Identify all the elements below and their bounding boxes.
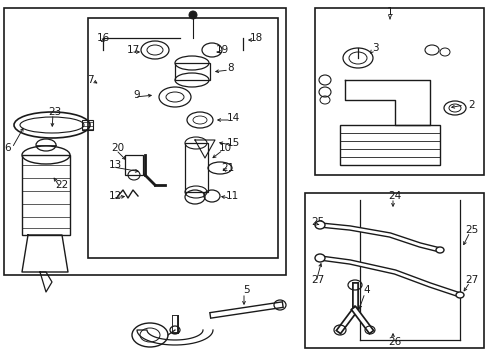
- Bar: [82, 120, 93, 130]
- Text: 3: 3: [371, 43, 378, 53]
- Text: 18: 18: [249, 33, 262, 43]
- Text: 11: 11: [225, 191, 238, 201]
- Bar: [184, 143, 207, 192]
- Polygon shape: [22, 235, 68, 272]
- Text: 27: 27: [311, 275, 324, 285]
- Text: 23: 23: [48, 107, 61, 117]
- Bar: [314, 8, 483, 175]
- Bar: [339, 125, 439, 165]
- Text: 22: 22: [55, 180, 68, 190]
- Text: 26: 26: [387, 337, 401, 347]
- Bar: [88, 18, 278, 258]
- Text: 1: 1: [386, 7, 392, 17]
- Text: 14: 14: [226, 113, 239, 123]
- Text: 8: 8: [227, 63, 234, 73]
- Text: 21: 21: [221, 163, 234, 173]
- Text: 5: 5: [242, 285, 249, 295]
- Text: 13: 13: [108, 160, 122, 170]
- Text: 9: 9: [133, 90, 140, 100]
- Text: 27: 27: [465, 275, 478, 285]
- Text: 19: 19: [215, 45, 228, 55]
- Text: 12: 12: [108, 191, 122, 201]
- Bar: [305, 193, 483, 348]
- Text: 15: 15: [226, 138, 239, 148]
- Text: 6: 6: [5, 143, 11, 153]
- Text: 25: 25: [311, 217, 324, 227]
- Ellipse shape: [189, 11, 197, 19]
- Ellipse shape: [435, 247, 443, 253]
- Bar: [175, 63, 209, 80]
- Text: 20: 20: [111, 143, 124, 153]
- Text: 17: 17: [126, 45, 140, 55]
- Bar: [22, 155, 70, 235]
- Ellipse shape: [314, 221, 325, 229]
- Text: 25: 25: [465, 225, 478, 235]
- Bar: [4, 8, 285, 275]
- Text: 4: 4: [363, 285, 369, 295]
- Text: 2: 2: [468, 100, 474, 110]
- Text: 7: 7: [86, 75, 93, 85]
- Text: 16: 16: [96, 33, 109, 43]
- Bar: [125, 155, 142, 175]
- Text: 24: 24: [387, 191, 401, 201]
- Ellipse shape: [455, 292, 463, 298]
- Ellipse shape: [314, 254, 325, 262]
- Text: 10: 10: [218, 143, 231, 153]
